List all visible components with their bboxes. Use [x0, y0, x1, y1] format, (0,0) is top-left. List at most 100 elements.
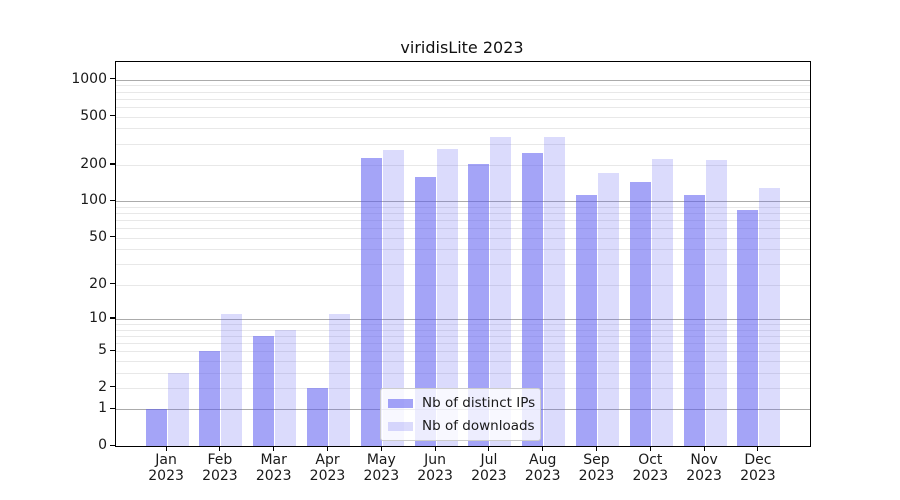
x-tick-label-nov: Nov 2023	[686, 452, 722, 484]
bar-nb-of-distinct-ips-feb	[199, 351, 221, 446]
y-tick-label-200: 200	[80, 155, 107, 172]
y-tick-500	[110, 115, 115, 117]
bar-nb-of-downloads-nov	[705, 160, 727, 446]
y-tick-label-100: 100	[80, 192, 107, 209]
y-tick-label-0: 0	[98, 437, 107, 453]
bar-nb-of-distinct-ips-jun	[414, 176, 436, 446]
gridline-minor-50	[116, 237, 810, 239]
x-tick-label-oct: Oct 2023	[632, 452, 669, 484]
y-tick-label-50: 50	[89, 228, 107, 245]
y-tick-200	[110, 163, 115, 165]
y-tick-label-1: 1	[98, 400, 107, 417]
bar-nb-of-downloads-apr	[329, 314, 350, 446]
x-tick-oct	[649, 446, 651, 451]
bar-nb-of-distinct-ips-dec	[737, 209, 759, 446]
gridline-minor-600	[116, 106, 810, 108]
bar-nb-of-distinct-ips-mar	[253, 335, 275, 446]
bar-nb-of-downloads-may	[382, 150, 404, 446]
x-tick-aug	[542, 446, 544, 451]
gridline-minor-3	[116, 372, 810, 374]
legend-item-distinct-ips: Nb of distinct IPs	[388, 394, 536, 412]
bar-nb-of-downloads-jun	[436, 149, 458, 446]
gridline-minor-90	[116, 206, 810, 208]
y-tick-2	[110, 386, 115, 388]
y-tick-20	[110, 283, 115, 285]
bar-nb-of-downloads-aug	[544, 137, 566, 446]
gridline-minor-200	[116, 164, 810, 166]
x-tick-jan	[165, 446, 167, 451]
legend-label-distinct-ips: Nb of distinct IPs	[422, 395, 536, 411]
x-tick-nov	[703, 446, 705, 451]
y-tick-label-5: 5	[98, 342, 107, 358]
y-tick-5	[110, 349, 115, 351]
chart-title: viridisLite 2023	[400, 38, 524, 57]
bar-nb-of-downloads-mar	[275, 329, 297, 446]
bar-nb-of-downloads-jan	[167, 372, 189, 446]
y-tick-label-1000: 1000	[71, 70, 107, 87]
y-tick-1	[110, 407, 115, 409]
x-tick-may	[380, 446, 382, 451]
y-tick-50	[110, 236, 115, 238]
x-tick-label-dec: Dec 2023	[740, 452, 776, 484]
y-tick-label-500: 500	[80, 107, 107, 124]
x-tick-mar	[273, 446, 275, 451]
y-tick-100	[110, 199, 115, 202]
y-tick-label-10: 10	[89, 309, 107, 326]
bar-nb-of-distinct-ips-jul	[468, 164, 490, 446]
x-tick-apr	[326, 446, 329, 451]
gridline-minor-5	[116, 351, 810, 352]
gridline-minor-800	[116, 91, 810, 93]
legend-item-downloads: Nb of downloads	[388, 417, 535, 435]
x-tick-label-jun: Jun 2023	[417, 452, 453, 484]
gridline-minor-20	[116, 284, 810, 286]
bar-nb-of-downloads-dec	[759, 187, 781, 446]
legend-label-downloads: Nb of downloads	[422, 418, 535, 434]
gridline-minor-8	[116, 329, 810, 331]
bar-nb-of-distinct-ips-sep	[576, 195, 597, 446]
bar-nb-of-downloads-jul	[490, 137, 512, 446]
x-tick-label-jan: Jan 2023	[148, 452, 184, 484]
gridline-minor-60	[116, 228, 810, 230]
y-tick-label-2: 2	[98, 378, 107, 395]
gridline-major-10	[116, 318, 810, 320]
bar-nb-of-distinct-ips-apr	[307, 387, 328, 446]
gridline-minor-700	[116, 98, 810, 100]
gridline-major-100	[116, 201, 810, 203]
y-tick-10	[110, 317, 115, 319]
gridline-minor-40	[116, 249, 810, 251]
x-tick-label-may: May 2023	[363, 452, 400, 484]
x-tick-label-mar: Mar 2023	[255, 452, 292, 484]
legend: Nb of distinct IPs Nb of downloads	[380, 388, 541, 441]
gridline-minor-70	[116, 220, 810, 222]
gridline-major-1000	[116, 79, 810, 81]
x-tick-dec	[757, 446, 759, 451]
gridline-minor-500	[116, 116, 810, 118]
bar-nb-of-downloads-oct	[651, 159, 673, 446]
gridline-minor-400	[116, 128, 810, 130]
legend-swatch-downloads-icon	[388, 421, 413, 431]
y-tick-label-20: 20	[89, 275, 107, 292]
bar-nb-of-distinct-ips-aug	[522, 153, 544, 446]
x-tick-label-feb: Feb 2023	[202, 452, 238, 484]
x-tick-label-aug: Aug 2023	[524, 452, 561, 484]
bar-nb-of-distinct-ips-may	[360, 157, 382, 446]
bar-nb-of-downloads-sep	[598, 172, 619, 446]
bar-nb-of-distinct-ips-jan	[145, 409, 167, 446]
gridline-minor-9	[116, 324, 810, 325]
gridline-minor-900	[116, 85, 810, 87]
gridline-minor-30	[116, 264, 810, 265]
y-tick-0	[110, 444, 115, 446]
bar-nb-of-downloads-feb	[221, 314, 243, 446]
bar-nb-of-distinct-ips-oct	[629, 182, 651, 446]
x-tick-label-apr: Apr 2023	[309, 452, 346, 484]
gridline-minor-4	[116, 360, 810, 362]
gridline-minor-80	[116, 213, 810, 215]
x-tick-label-sep: Sep 2023	[578, 452, 615, 484]
gridline-minor-7	[116, 335, 810, 337]
y-tick-1000	[110, 78, 115, 80]
x-tick-jul	[488, 446, 490, 451]
gridline-minor-6	[116, 342, 810, 344]
legend-swatch-distinct-ips-icon	[388, 398, 413, 408]
x-tick-jun	[434, 446, 436, 451]
